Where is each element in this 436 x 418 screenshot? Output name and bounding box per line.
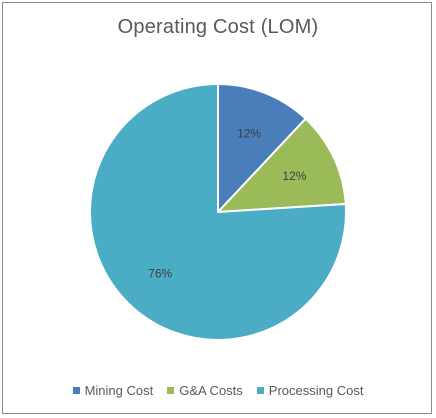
pie-data-labels: 12% 12% 76% bbox=[148, 126, 307, 280]
legend-swatch bbox=[256, 387, 264, 394]
pie-slice-processing-cost bbox=[89, 83, 347, 341]
data-label-mining-cost: 12% bbox=[237, 126, 261, 140]
pie-slices bbox=[89, 83, 347, 341]
pie-slice-g-a-costs bbox=[217, 117, 347, 213]
legend-item-mining-cost: Mining Cost bbox=[72, 383, 154, 398]
legend-swatch bbox=[72, 387, 80, 394]
legend-swatch bbox=[167, 387, 175, 394]
data-label-g-a-costs: 12% bbox=[282, 169, 306, 183]
pie-slice-mining-cost bbox=[217, 83, 307, 213]
legend-item-g-a-costs: G&A Costs bbox=[167, 383, 243, 398]
legend-label: Mining Cost bbox=[84, 383, 154, 398]
chart-title: Operating Cost (LOM) bbox=[117, 16, 319, 38]
legend-item-processing-cost: Processing Cost bbox=[256, 383, 364, 398]
legend-label: G&A Costs bbox=[179, 383, 243, 398]
chart-legend: Mining Cost G&A Costs Processing Cost bbox=[0, 383, 436, 398]
legend-label: Processing Cost bbox=[268, 383, 364, 398]
data-label-processing-cost: 76% bbox=[148, 267, 172, 281]
